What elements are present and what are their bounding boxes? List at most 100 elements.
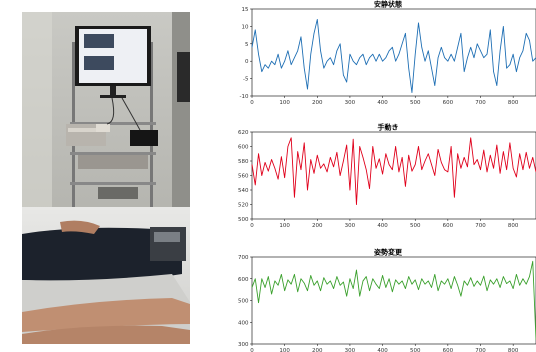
data-point [366, 276, 367, 277]
data-point [300, 36, 302, 38]
data-point [346, 81, 347, 83]
data-point [476, 159, 478, 160]
data-point [519, 285, 520, 286]
data-point [431, 67, 432, 69]
data-point [493, 71, 494, 72]
data-point [395, 146, 396, 147]
data-point [454, 197, 455, 198]
data-point [516, 176, 517, 178]
data-point [398, 53, 400, 55]
y-tick-label: 300 [238, 342, 249, 348]
data-point [310, 159, 312, 160]
x-tick-label: 200 [312, 100, 323, 106]
plot-frame [251, 8, 536, 97]
data-point [297, 50, 298, 52]
data-point [264, 64, 266, 65]
data-point [408, 276, 409, 277]
data-point [339, 175, 341, 176]
x-tick-label: 800 [508, 100, 519, 106]
y-tick-label: 620 [238, 130, 249, 136]
data-point [414, 164, 416, 165]
data-point [398, 171, 400, 173]
data-point [317, 280, 318, 282]
data-point [375, 168, 377, 169]
data-point [362, 280, 364, 282]
data-point [509, 64, 511, 65]
data-point [255, 29, 256, 31]
data-point [512, 168, 514, 169]
data-point [470, 277, 471, 278]
x-tick-label: 800 [508, 348, 519, 352]
x-tick-label: 400 [377, 348, 388, 352]
data-point [281, 274, 282, 275]
data-point [372, 146, 374, 147]
data-point [281, 67, 282, 69]
data-point [486, 171, 488, 173]
x-tick-label: 500 [410, 100, 421, 106]
data-point [499, 50, 501, 52]
data-point [313, 33, 315, 34]
data-point [385, 287, 387, 288]
data-point [307, 88, 308, 90]
y-tick-label: -5 [243, 77, 249, 83]
data-point [529, 40, 530, 41]
y-tick-label: 520 [238, 203, 249, 209]
x-tick-label: 100 [279, 100, 290, 106]
data-point [339, 43, 341, 45]
y-tick-label: 600 [238, 145, 249, 151]
series-line [251, 260, 536, 340]
data-point [509, 280, 511, 282]
data-point [284, 60, 285, 62]
data-point [405, 186, 406, 187]
data-point [463, 71, 465, 72]
data-point [522, 278, 524, 279]
data-point [493, 168, 494, 169]
data-point [366, 169, 367, 170]
data-point [346, 144, 347, 146]
data-point [379, 53, 380, 55]
data-point [333, 166, 334, 168]
data-point [290, 64, 292, 65]
data-point [261, 71, 263, 72]
data-point [352, 288, 354, 289]
data-point [343, 281, 344, 283]
data-point [375, 60, 377, 62]
chart-2: 姿勢変更 0 100 200 300 400 500 600 700 800 300 400 500 60… [238, 248, 536, 352]
data-point [261, 175, 263, 176]
data-point [486, 290, 488, 291]
data-point [408, 154, 409, 156]
data-point [352, 60, 354, 62]
data-point [467, 166, 468, 168]
data-point [271, 159, 272, 160]
data-point [294, 57, 295, 58]
data-point [490, 154, 491, 156]
data-point [532, 261, 533, 262]
data-point [450, 146, 452, 147]
data-point [287, 279, 289, 281]
data-point [362, 53, 364, 55]
data-point [379, 158, 380, 160]
data-point [372, 278, 374, 279]
x-tick-label: 200 [312, 223, 323, 229]
data-point [320, 168, 321, 169]
data-point [473, 286, 475, 287]
data-point [349, 278, 351, 279]
chart-0: 安静状態 0 100 200 300 400 500 600 700 800 -10 -5 0 5 10 15 [240, 0, 536, 106]
data-point [522, 169, 524, 170]
data-point [506, 169, 507, 170]
data-point [290, 283, 292, 285]
data-point [480, 285, 481, 286]
data-point [414, 279, 416, 281]
data-point [483, 275, 485, 277]
data-point [392, 169, 393, 170]
data-point [395, 60, 396, 62]
x-tick-label: 700 [475, 348, 486, 352]
data-point [297, 151, 298, 152]
data-point [375, 283, 377, 285]
data-point [506, 283, 507, 284]
data-point [382, 275, 383, 276]
data-point [476, 43, 478, 45]
data-point [294, 274, 295, 275]
chart-title: 安静状態 [374, 0, 402, 9]
